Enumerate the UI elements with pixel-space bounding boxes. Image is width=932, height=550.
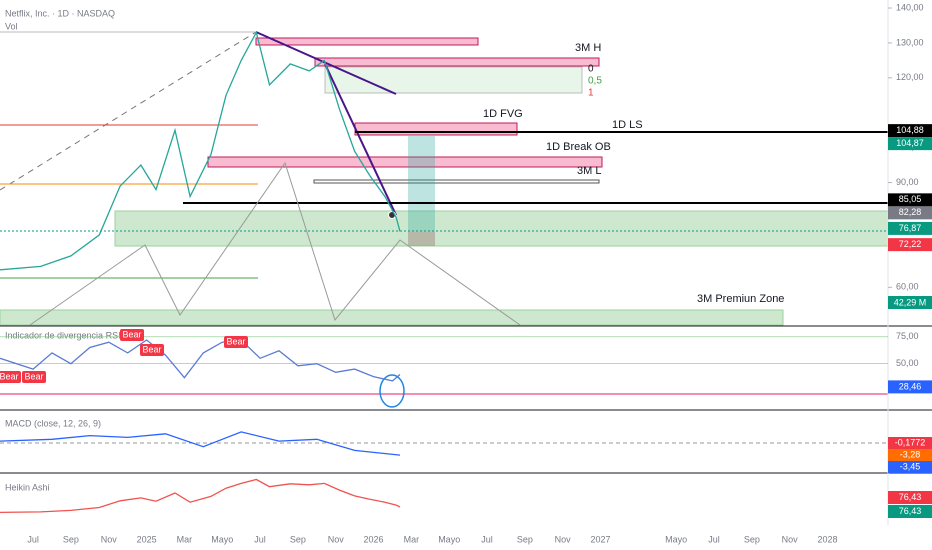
zone-label: 1D Break OB xyxy=(546,141,611,153)
macd-tag-label: -3,28 xyxy=(900,449,921,459)
y-tick-label: 90,00 xyxy=(896,177,919,187)
trend-line xyxy=(324,63,397,216)
ha-tag-label: 76,43 xyxy=(899,506,922,516)
macd-title: MACD (close, 12, 26, 9) xyxy=(5,418,101,428)
x-tick-label: Mayo xyxy=(438,534,460,544)
x-tick-label: 2028 xyxy=(817,534,837,544)
ha-tag xyxy=(888,505,932,518)
price-tag-label: 72,22 xyxy=(899,239,922,249)
signal-label: Bear xyxy=(24,371,43,381)
price-tag xyxy=(888,124,932,138)
fib-label: 0,5 xyxy=(588,76,602,87)
zone-label: 3M H xyxy=(575,42,601,54)
signal-label: Bear xyxy=(226,336,245,346)
symbol-title: Netflix, Inc. · 1D · NASDAQ xyxy=(5,8,115,18)
signal xyxy=(0,371,21,383)
zone-label: 3M L xyxy=(577,165,601,177)
x-tick-label: Mar xyxy=(177,534,193,544)
x-tick-label: Jul xyxy=(254,534,266,544)
x-tick-label: Mayo xyxy=(665,534,687,544)
price-tag-label: 82,28 xyxy=(899,207,922,217)
signal xyxy=(140,344,164,356)
x-tick-label: Mar xyxy=(404,534,420,544)
break-ob xyxy=(207,156,603,168)
rsi-tag xyxy=(888,380,932,394)
x-tick-label: Sep xyxy=(290,534,306,544)
signal-label: Bear xyxy=(142,344,161,354)
ha-tag-label: 76,43 xyxy=(899,492,922,502)
y-tick-label: 75,00 xyxy=(896,331,919,341)
x-tick-label: Sep xyxy=(63,534,79,544)
trend-line xyxy=(255,31,397,95)
macd-tag-label: -0,1772 xyxy=(895,437,926,447)
price-tag xyxy=(888,238,932,252)
x-tick-label: 2027 xyxy=(590,534,610,544)
fib-label: 0 xyxy=(588,64,594,75)
x-tick-label: Nov xyxy=(782,534,799,544)
ha-title: Heikin Ashi xyxy=(5,482,50,492)
price-tag-label: 104,88 xyxy=(896,125,924,135)
rsi-title: Indicador de divergencia RSI xyxy=(5,330,121,340)
stop-box xyxy=(408,232,435,246)
ha-tag xyxy=(888,491,932,504)
volume-tag-label: 42,29 M xyxy=(894,297,927,307)
vol-label: Vol xyxy=(5,21,18,31)
macd-tag xyxy=(888,461,932,473)
x-tick-label: Nov xyxy=(555,534,572,544)
price-tag xyxy=(888,206,932,220)
highlight xyxy=(379,374,405,408)
signal-label: Bear xyxy=(0,371,19,381)
zone-label: 3M Premiun Zone xyxy=(697,293,784,305)
fvg-zone xyxy=(255,37,479,46)
signal xyxy=(120,329,144,341)
zone-label: 1D LS xyxy=(612,119,643,131)
fvg-zone xyxy=(354,122,518,136)
low-zone xyxy=(313,179,600,184)
price-tag-label: 76,87 xyxy=(899,223,922,233)
drawings xyxy=(0,0,932,525)
zone-label: 1D FVG xyxy=(483,108,523,120)
macd-tag-label: -3,45 xyxy=(900,461,921,471)
x-tick-label: Jul xyxy=(27,534,39,544)
y-tick-label: 50,00 xyxy=(896,358,919,368)
price-tag xyxy=(888,193,932,207)
macd-line xyxy=(0,431,401,456)
price-tag xyxy=(888,137,932,151)
y-tick-label: 130,00 xyxy=(896,37,924,47)
signal xyxy=(224,336,248,348)
macd-tag xyxy=(888,449,932,461)
fib-box xyxy=(324,66,583,94)
signal xyxy=(22,371,46,383)
y-tick-label: 120,00 xyxy=(896,72,924,82)
x-tick-label: 2026 xyxy=(364,534,384,544)
price-tag-label: 104,87 xyxy=(896,138,924,148)
x-tick-label: 2025 xyxy=(137,534,157,544)
x-tick-label: Nov xyxy=(328,534,345,544)
premium-zone xyxy=(0,309,784,326)
macd-tag xyxy=(888,437,932,449)
y-tick-label: 60,00 xyxy=(896,282,919,292)
x-tick-label: Sep xyxy=(517,534,533,544)
x-tick-label: Jul xyxy=(481,534,493,544)
price-tag-label: 85,05 xyxy=(899,194,922,204)
price-tag xyxy=(888,221,932,235)
rsi-line xyxy=(0,339,401,382)
rsi-tag-label: 28,46 xyxy=(899,381,922,391)
x-tick-label: Nov xyxy=(101,534,118,544)
x-tick-label: Mayo xyxy=(211,534,233,544)
y-tick-label: 140,00 xyxy=(896,2,924,12)
demand-zone xyxy=(114,210,889,247)
fib-label: 1 xyxy=(588,88,594,99)
price-line xyxy=(0,30,401,271)
ha-line xyxy=(0,478,401,514)
x-tick-label: Sep xyxy=(744,534,760,544)
zigzag xyxy=(29,161,521,326)
volume-tag xyxy=(888,296,932,309)
target-box xyxy=(408,136,435,232)
x-tick-label: Jul xyxy=(708,534,720,544)
fvg-zone xyxy=(314,57,600,67)
signal-label: Bear xyxy=(122,329,141,339)
